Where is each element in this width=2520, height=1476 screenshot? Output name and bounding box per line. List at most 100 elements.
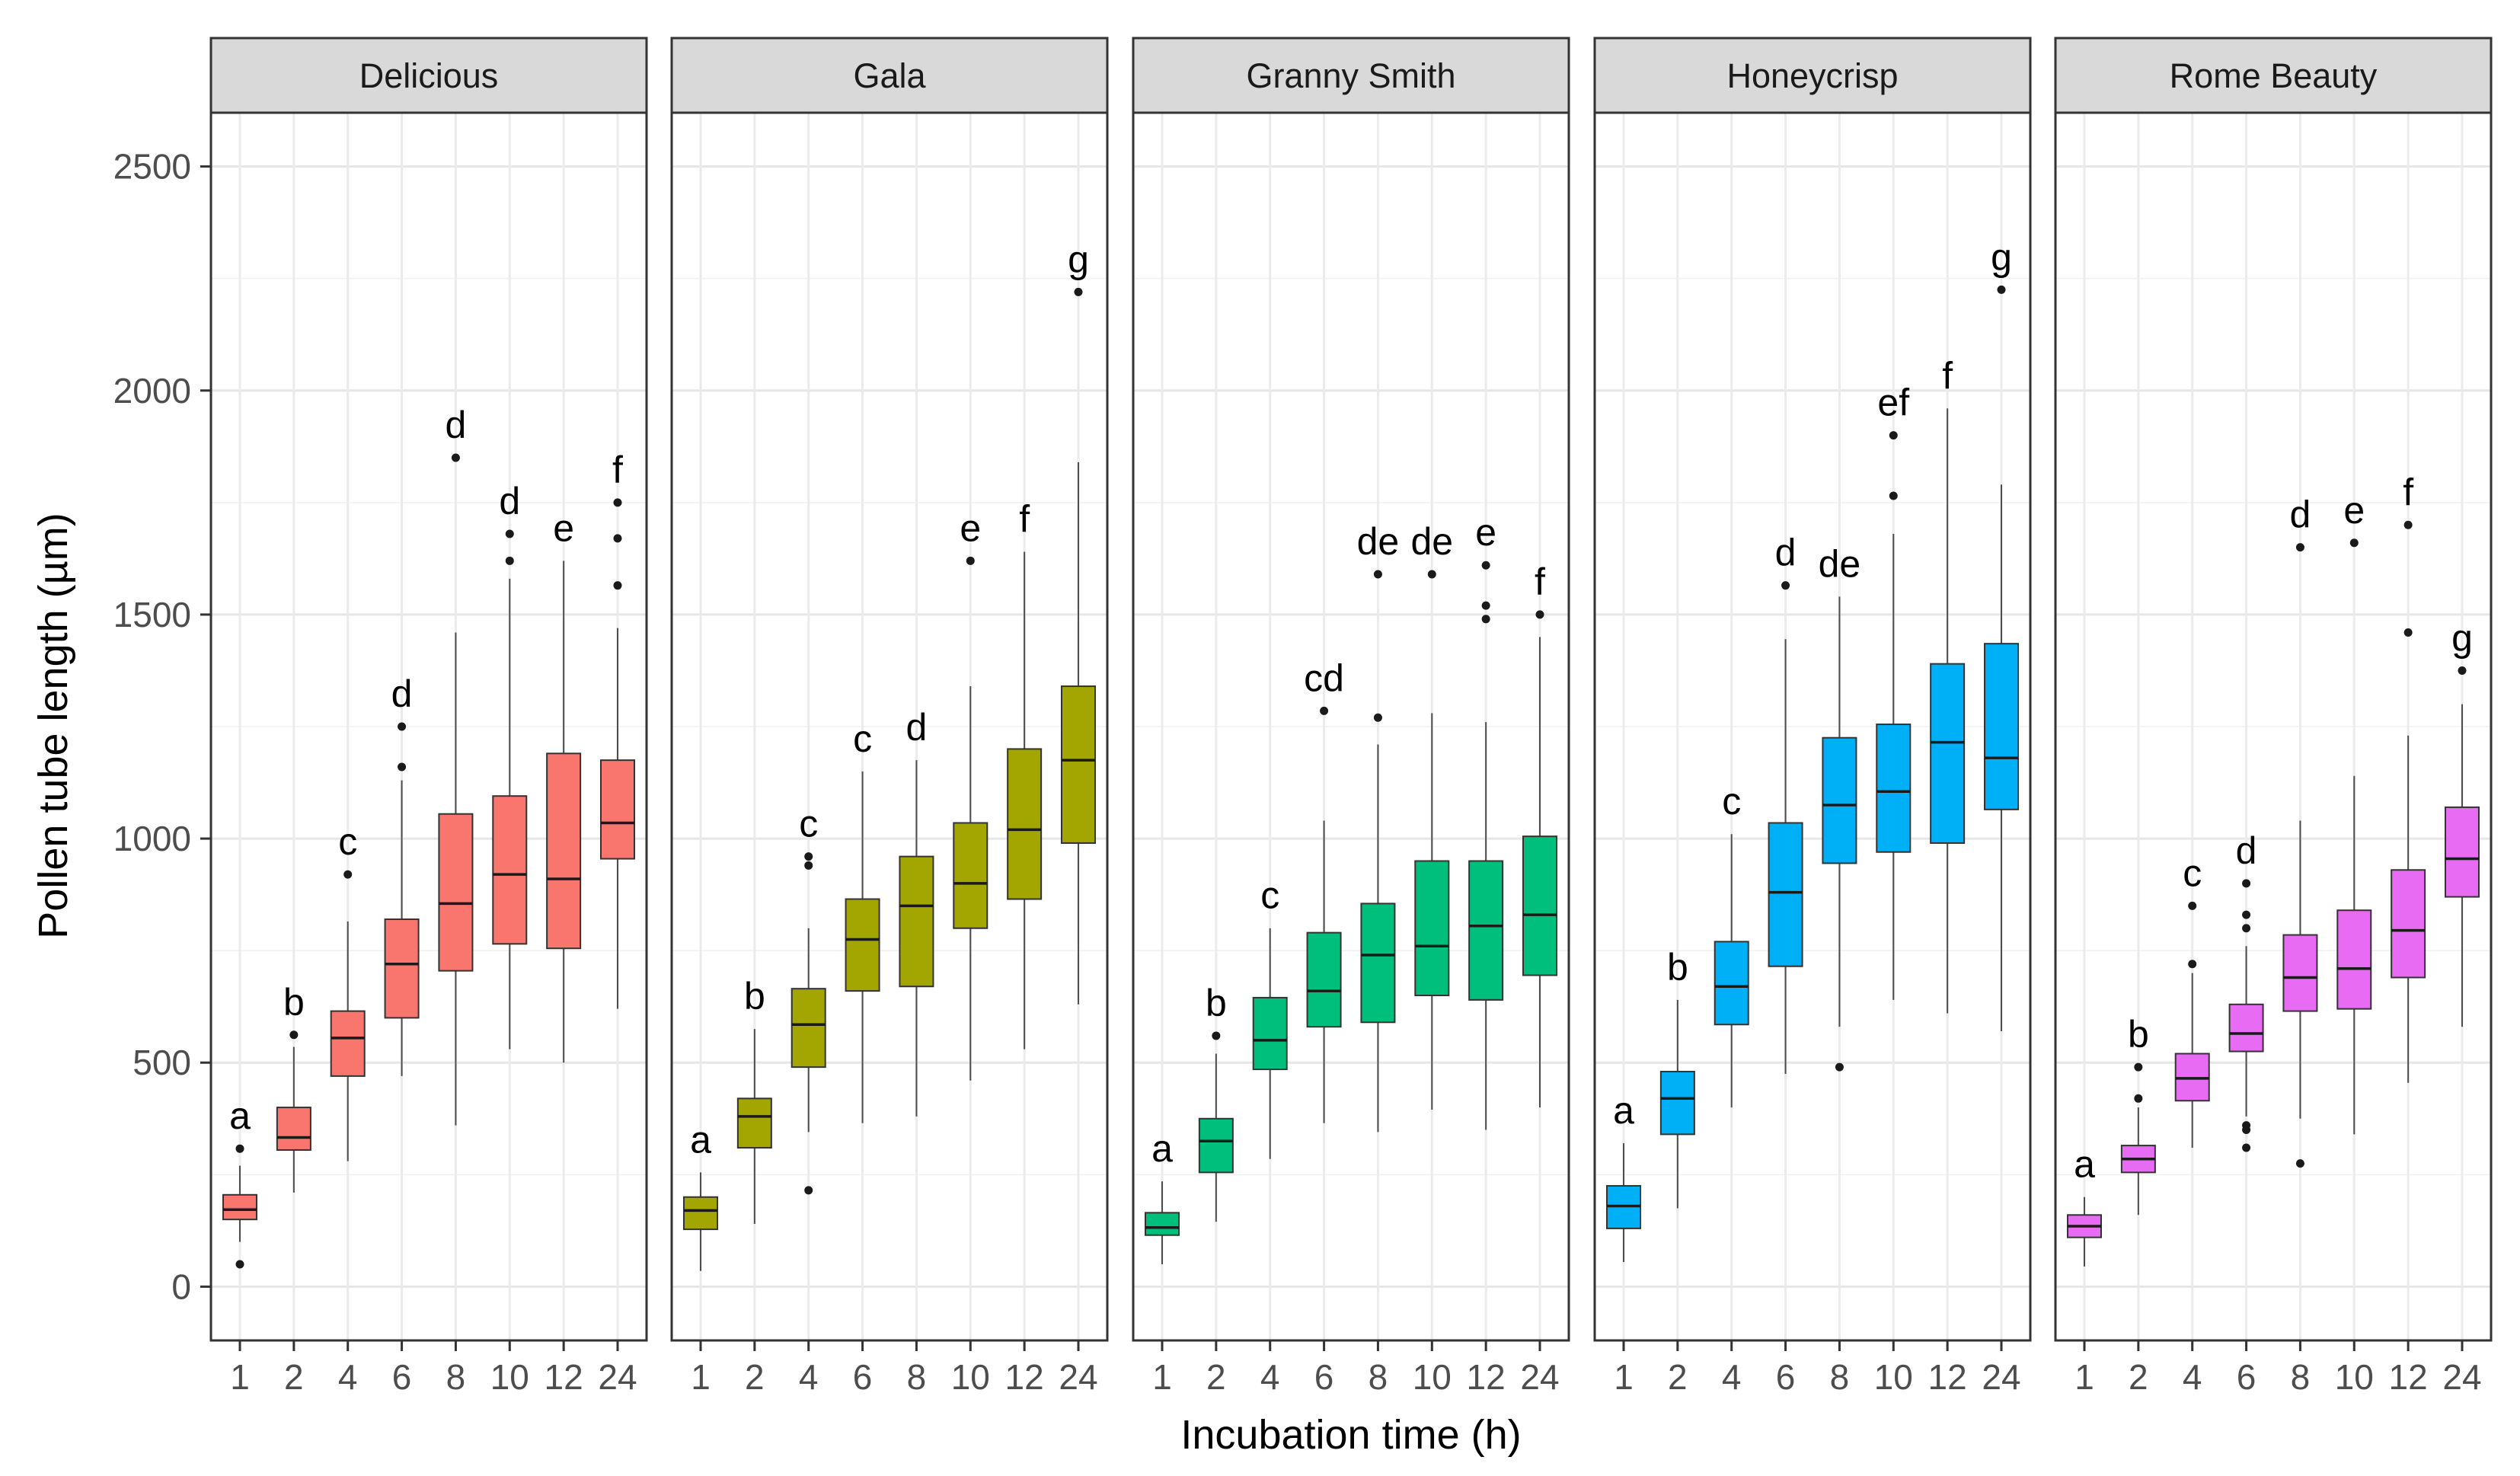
outlier-point [1997, 285, 2006, 294]
box-group: f [2391, 471, 2426, 1083]
box [1198, 1117, 1234, 1174]
y-tick-label: 0 [171, 1267, 191, 1306]
box-group: d [899, 706, 934, 1117]
outlier-point [1889, 431, 1898, 440]
x-tick-label: 8 [2291, 1357, 2311, 1397]
x-tick-label: 1 [691, 1357, 711, 1397]
facet-title: Delicious [359, 56, 499, 95]
outlier-point [1889, 491, 1898, 500]
box-group: e [2336, 489, 2372, 1135]
significance-letter: a [1613, 1089, 1634, 1132]
significance-letter: e [553, 506, 574, 549]
outlier-point [505, 529, 514, 538]
outlier-point [2242, 1125, 2251, 1134]
facet-title: Granny Smith [1246, 56, 1455, 95]
box [384, 918, 420, 1019]
box [2282, 934, 2318, 1012]
facet-title: Rome Beauty [2170, 56, 2378, 95]
x-tick-label: 24 [1982, 1357, 2020, 1397]
outlier-point [398, 762, 407, 772]
outlier-point [235, 1144, 244, 1153]
box-group: d [2282, 494, 2318, 1168]
significance-letter: a [690, 1118, 711, 1161]
significance-letter: c [1260, 874, 1279, 917]
x-tick-label: 10 [490, 1357, 529, 1397]
y-tick-label: 1000 [113, 819, 191, 858]
outlier-point [2242, 924, 2251, 933]
box-group: de [1819, 542, 1861, 1072]
outlier-point [1835, 1062, 1844, 1072]
box [600, 759, 635, 860]
box-group: g [1984, 235, 2019, 1032]
significance-letter: a [1151, 1127, 1173, 1170]
x-tick-label: 8 [446, 1357, 466, 1397]
box [492, 795, 528, 945]
outlier-point [451, 453, 460, 462]
outlier-point [1481, 601, 1490, 610]
significance-letter: g [2451, 616, 2473, 659]
significance-letter: g [1068, 238, 1089, 280]
facet-title: Honeycrisp [1726, 56, 1898, 95]
x-tick-label: 6 [1314, 1357, 1334, 1397]
box-group: c [790, 803, 826, 1195]
x-tick-label: 24 [2442, 1357, 2481, 1397]
x-tick-label: 8 [1369, 1357, 1388, 1397]
outlier-point [289, 1030, 299, 1040]
significance-letter: f [2403, 471, 2413, 513]
outlier-point [2403, 520, 2413, 529]
significance-letter: cd [1304, 657, 1344, 699]
x-tick-label: 12 [2389, 1357, 2428, 1397]
outlier-point [2134, 1094, 2143, 1103]
x-tick-label: 12 [1005, 1357, 1044, 1397]
significance-letter: d [391, 673, 413, 715]
box-group: b [276, 981, 311, 1193]
box [736, 1097, 772, 1149]
x-tick-label: 10 [2335, 1357, 2374, 1397]
significance-letter: b [283, 981, 305, 1024]
x-tick-label: 8 [1830, 1357, 1850, 1397]
outlier-point [613, 498, 622, 507]
facet-strip [1593, 37, 2032, 114]
x-tick-label: 4 [799, 1357, 819, 1397]
box-group: b [1659, 946, 1695, 1209]
x-tick-label: 10 [1874, 1357, 1913, 1397]
x-tick-label: 6 [2237, 1357, 2257, 1397]
x-tick-label: 2 [284, 1357, 304, 1397]
significance-letter: f [1535, 561, 1545, 603]
facet-title: Gala [853, 56, 926, 95]
x-tick-label: 10 [1413, 1357, 1452, 1397]
outlier-point [804, 1186, 813, 1195]
box [2391, 869, 2426, 979]
outlier-point [2242, 1143, 2251, 1152]
significance-letter: d [906, 706, 928, 749]
significance-letter: g [1991, 235, 2012, 278]
x-tick-label: 6 [392, 1357, 412, 1397]
box [438, 813, 474, 972]
panel-border [670, 111, 1109, 1342]
significance-letter: d [446, 404, 467, 446]
y-tick-label: 2000 [113, 371, 191, 411]
box-group: b [736, 975, 772, 1225]
x-tick-label: 1 [2074, 1357, 2094, 1397]
x-tick-label: 12 [1467, 1357, 1506, 1397]
outlier-point [966, 556, 975, 565]
significance-letter: a [2074, 1143, 2095, 1186]
significance-letter: de [1819, 542, 1861, 585]
y-axis: 0 500 1000 1500 2000 2500 [113, 147, 211, 1306]
x-tick-label: 24 [1059, 1357, 1097, 1397]
x-tick-label: 1 [230, 1357, 250, 1397]
outlier-point [2458, 666, 2467, 675]
x-tick-label: 2 [745, 1357, 765, 1397]
box [790, 988, 826, 1069]
outlier-point [1373, 713, 1382, 722]
outlier-point [2188, 901, 2197, 910]
x-tick-label: 1 [1614, 1357, 1634, 1397]
x-tick-label: 24 [598, 1357, 637, 1397]
significance-letter: ef [1877, 382, 1909, 424]
box-group: b [2120, 1013, 2156, 1216]
box-group: c [1714, 780, 1749, 1108]
box [2445, 806, 2480, 898]
box [683, 1196, 718, 1231]
outlier-point [2188, 960, 2197, 969]
